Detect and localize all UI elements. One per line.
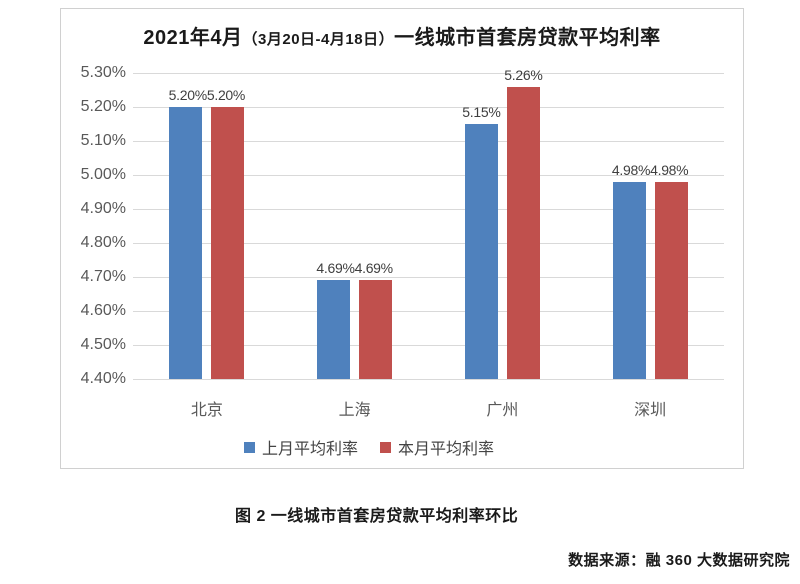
- x-category-label: 广州: [486, 402, 519, 419]
- legend-swatch-prev-month: [244, 441, 255, 453]
- chart-title-prefix: 2021年4月: [143, 27, 243, 49]
- bar-value-label: 5.26%: [504, 66, 543, 83]
- legend: 上月平均利率 本月平均利率: [244, 435, 494, 459]
- chart-title-suffix: 一线城市首套房贷款平均利率: [394, 27, 661, 49]
- gridline: [133, 243, 724, 244]
- gridline: [133, 209, 724, 210]
- bar-value-label: 5.15%: [462, 104, 501, 120]
- bar: [654, 181, 688, 379]
- chart-title-date-range: （3月20日-4月18日）: [242, 31, 395, 48]
- y-axis-tick-label: 4.70%: [80, 268, 126, 285]
- bar: [612, 181, 646, 379]
- legend-label-prev-month: 上月平均利率: [262, 441, 359, 458]
- chart-title: 2021年4月（3月20日-4月18日）一线城市首套房贷款平均利率: [61, 25, 743, 53]
- gridline: [133, 175, 724, 176]
- x-category-label: 北京: [190, 402, 223, 419]
- gridline: [133, 107, 724, 108]
- bar: [464, 124, 498, 379]
- data-source: 数据来源：融 360 大数据研究院: [568, 552, 790, 569]
- gridline: [133, 277, 724, 278]
- gridline: [133, 311, 724, 312]
- y-axis-tick-label: 5.00%: [80, 166, 126, 183]
- legend-item-prev-month: 上月平均利率: [244, 435, 358, 459]
- bar: [211, 107, 245, 379]
- figure-caption: 图 2 一线城市首套房贷款平均利率环比: [235, 508, 519, 525]
- bar: [169, 107, 203, 379]
- y-axis-tick-label: 4.40%: [80, 370, 126, 387]
- gridline: [133, 345, 724, 346]
- y-axis-tick-label: 5.20%: [80, 98, 126, 115]
- plot-area: 5.30% 5.20% 5.10% 5.00% 4.90% 4.80% 4.70% 4.60%…: [61, 9, 743, 468]
- x-category-label: 深圳: [634, 402, 667, 419]
- y-axis-tick-label: 4.50%: [80, 336, 126, 353]
- legend-label-this-month: 本月平均利率: [398, 441, 495, 458]
- bar-value-label: 5.20%: [168, 87, 208, 103]
- y-axis-tick-label: 5.10%: [80, 132, 126, 149]
- bar-value-label: 5.20%: [206, 87, 246, 103]
- legend-item-this-month: 本月平均利率: [380, 435, 494, 459]
- y-axis-tick-label: 4.90%: [80, 200, 126, 217]
- bar: [359, 280, 393, 379]
- y-axis-tick-label: 4.60%: [80, 302, 126, 319]
- bar-value-label: 4.69%: [354, 260, 394, 277]
- gridline: [133, 379, 724, 380]
- y-axis-tick-label: 4.80%: [80, 234, 126, 251]
- bar: [317, 280, 351, 379]
- bar-value-label: 4.98%: [650, 161, 689, 178]
- y-axis-tick-label: 5.30%: [80, 64, 126, 81]
- bar: [506, 86, 540, 379]
- x-category-label: 上海: [338, 402, 371, 419]
- gridline: [133, 73, 724, 74]
- legend-swatch-this-month: [380, 441, 392, 453]
- gridline: [133, 141, 724, 142]
- chart-frame: 2021年4月（3月20日-4月18日）一线城市首套房贷款平均利率 5.30% 5…: [60, 8, 744, 469]
- bar-value-label: 4.69%: [316, 260, 355, 277]
- bar-value-label: 4.98%: [611, 161, 651, 178]
